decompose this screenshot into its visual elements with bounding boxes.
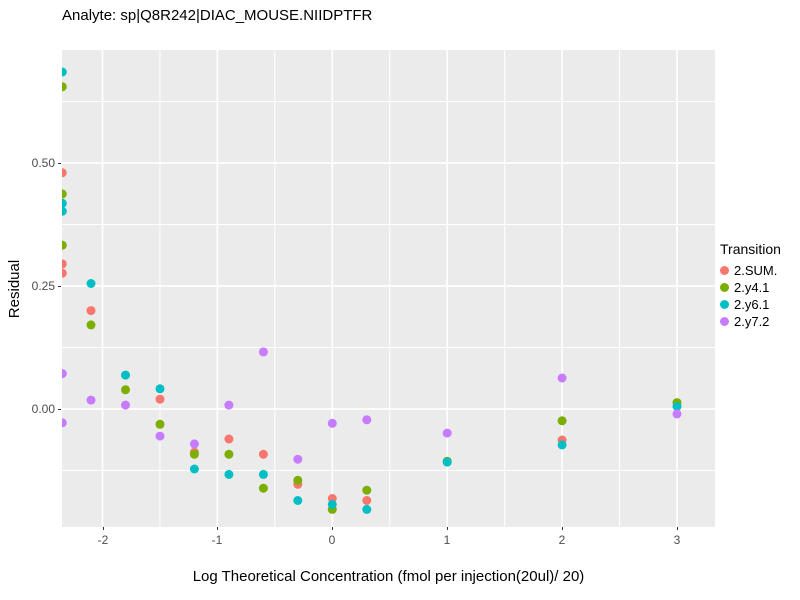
y-tick-mark [58,409,61,410]
legend-title: Transition [720,241,781,257]
data-point [362,504,372,514]
data-point [62,198,67,208]
x-tick-label: -1 [211,533,223,547]
legend-key-dot [720,317,729,326]
x-tick-mark [447,527,448,530]
data-point [557,440,567,450]
data-point [62,82,67,92]
data-point [62,240,67,250]
data-point [293,454,303,464]
legend-key-dot [720,283,729,292]
x-tick-mark [677,527,678,530]
data-point [62,206,67,216]
x-tick-mark [217,527,218,530]
x-tick-label: 0 [328,533,336,547]
data-point [362,496,372,505]
x-tick-mark [103,527,104,530]
data-point [121,370,130,380]
legend-item-label: 2.y4.1 [734,280,770,295]
data-point [258,469,268,479]
data-point [362,415,372,425]
data-point [189,464,199,474]
x-tick-label: 3 [673,533,681,547]
data-point [442,428,452,438]
data-point [224,449,234,459]
data-point [557,416,567,426]
data-point [86,279,96,288]
data-point [121,385,130,395]
legend-item: 2.y7.2 [720,313,781,330]
data-point [672,402,682,411]
data-point [121,400,130,410]
data-point [672,409,682,419]
data-point [327,499,337,509]
chart-title: Analyte: sp|Q8R242|DIAC_MOUSE.NIIDPTFR [62,7,373,24]
plot-area [62,50,715,527]
plot-canvas [62,50,715,527]
legend-item: 2.y4.1 [720,279,781,296]
y-tick-mark [58,286,61,287]
data-point [258,449,268,459]
x-tick-label: 2 [558,533,566,547]
legend: Transition 2.SUM. 2.y4.1 2.y6.1 2.y7.2 [720,241,781,330]
data-point [86,320,96,330]
data-point [155,384,165,394]
legend-key-dot [720,300,729,309]
data-point [62,67,67,77]
data-point [224,434,234,444]
x-axis-label: Log Theoretical Concentration (fmol per … [192,568,585,585]
x-tick-label: -2 [97,533,109,547]
x-tick-label: 1 [443,533,451,547]
data-point [62,259,67,269]
legend-item: 2.y6.1 [720,296,781,313]
legend-item-label: 2.SUM. [734,263,778,278]
data-point [362,485,372,495]
x-tick-mark [562,527,563,530]
data-point [258,483,268,493]
data-point [62,189,67,199]
data-point [62,268,67,278]
data-point [189,449,199,459]
data-point [155,431,165,441]
data-point [155,419,165,429]
data-point [62,168,67,178]
y-tick-label: 0.50 [31,156,55,170]
data-point [557,373,567,383]
data-point [62,369,67,379]
legend-key-dot [720,266,729,275]
y-tick-label: 0.25 [31,279,55,293]
data-point [189,439,199,449]
data-point [86,306,96,316]
data-point [258,347,268,357]
data-point [293,496,303,505]
data-point [86,395,96,405]
data-point [224,400,234,410]
data-point [442,457,452,467]
x-tick-mark [332,527,333,530]
data-point [224,469,234,479]
y-tick-label: 0.00 [31,402,55,416]
legend-items: 2.SUM. 2.y4.1 2.y6.1 2.y7.2 [720,262,781,330]
data-point [293,475,303,485]
data-point [155,394,165,404]
legend-item: 2.SUM. [720,262,781,279]
data-point [62,418,67,428]
legend-item-label: 2.y7.2 [734,314,770,329]
legend-item-label: 2.y6.1 [734,297,770,312]
data-point [327,418,337,428]
y-tick-mark [58,163,61,164]
